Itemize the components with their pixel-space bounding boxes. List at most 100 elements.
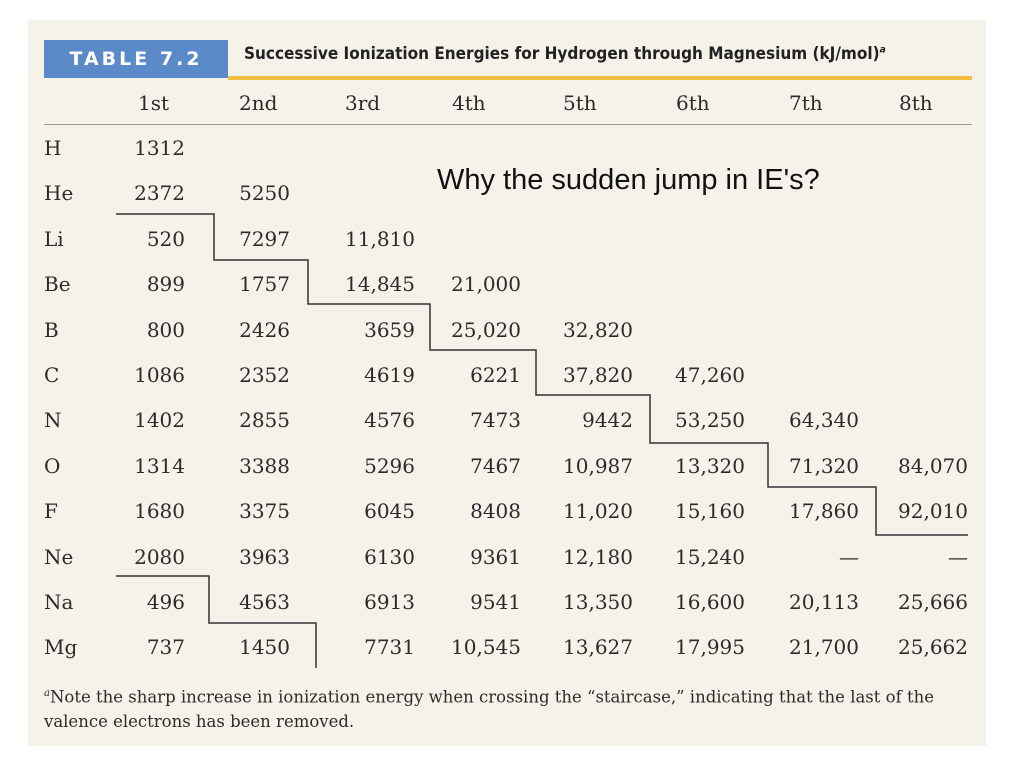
ionization-value: 25,020 (451, 317, 521, 342)
ionization-value: 17,860 (789, 499, 859, 524)
table-title-text: Successive Ionization Energies for Hydro… (244, 44, 880, 64)
ionization-value: 800 (146, 317, 185, 342)
ionization-value: 6130 (364, 544, 415, 569)
column-header: 3rd (345, 91, 381, 115)
ionization-value: 496 (146, 590, 185, 614)
element-symbol: Mg (44, 635, 78, 660)
ionization-value: 71,320 (789, 453, 859, 478)
ionization-value: 9361 (470, 544, 521, 569)
ionization-value: 20,113 (789, 590, 859, 614)
ionization-value: 9442 (582, 408, 633, 433)
ionization-value: 7467 (470, 453, 521, 478)
ionization-value: 5296 (364, 453, 415, 478)
ionization-value: 13,350 (563, 590, 633, 614)
ionization-value: 2352 (239, 363, 290, 387)
ionization-value: 64,340 (789, 408, 859, 433)
ionization-value: 84,070 (898, 453, 968, 478)
footnote-text: Note the sharp increase in ionization en… (44, 687, 934, 731)
ionization-value: 520 (146, 226, 185, 251)
ionization-value: — (948, 544, 968, 569)
ionization-value: 4563 (239, 590, 290, 614)
ionization-value: 10,545 (451, 635, 521, 660)
footnote-mark: a (44, 688, 50, 699)
ionization-value: 25,662 (898, 635, 968, 660)
ionization-value: 92,010 (898, 499, 968, 524)
column-header: 6th (676, 91, 710, 115)
ionization-value: 737 (146, 635, 185, 660)
ionization-value: 2372 (134, 181, 185, 206)
ionization-value: 6221 (470, 363, 521, 387)
ionization-value: 25,666 (898, 590, 968, 614)
element-symbol: Na (44, 590, 74, 614)
element-symbol: F (44, 499, 58, 524)
ionization-value: 2080 (134, 544, 185, 569)
ionization-value: 9541 (470, 590, 521, 614)
element-symbol: C (44, 363, 60, 387)
ionization-value: 3659 (364, 317, 415, 342)
ionization-value: 14,845 (345, 272, 415, 297)
element-symbol: H (44, 136, 62, 160)
ionization-value: 3375 (239, 499, 290, 524)
table-title-footnote-mark: a (879, 44, 886, 56)
ionization-value: 2426 (239, 317, 290, 342)
ionization-value: 7297 (239, 226, 290, 251)
element-symbol: B (44, 317, 59, 342)
ionization-value: 8408 (470, 499, 521, 524)
ionization-value: 7473 (470, 408, 521, 433)
ionization-value: 1312 (134, 136, 185, 160)
column-header: 4th (452, 91, 486, 115)
column-header: 5th (563, 91, 597, 115)
title-underline (228, 76, 972, 80)
ionization-value: 1757 (239, 272, 290, 297)
element-symbol: He (44, 181, 74, 206)
ionization-value: 16,600 (675, 590, 745, 614)
ionization-value: 899 (146, 272, 185, 297)
column-header: 8th (899, 91, 933, 115)
table-panel (28, 20, 986, 746)
column-header: 7th (789, 91, 823, 115)
ionization-value: 5250 (239, 181, 290, 206)
ionization-value: 4576 (364, 408, 415, 433)
ionization-value: 4619 (364, 363, 415, 387)
callout-question: Why the sudden jump in IE's? (437, 164, 820, 196)
ionization-value: 1680 (134, 499, 185, 524)
ionization-value: 15,160 (675, 499, 745, 524)
ionization-value: 11,020 (563, 499, 633, 524)
ionization-value: 15,240 (675, 544, 745, 569)
ionization-value: 12,180 (563, 544, 633, 569)
column-header: 1st (138, 91, 170, 115)
ionization-value: 21,700 (789, 635, 859, 660)
ionization-value: 1314 (134, 453, 185, 478)
table-title: Successive Ionization Energies for Hydro… (244, 44, 886, 64)
table-label: TABLE 7.2 (44, 40, 228, 78)
ionization-value: 13,320 (675, 453, 745, 478)
staircase-sodium-magnesium (116, 575, 317, 668)
ionization-value: — (839, 544, 859, 569)
staircase-core-electrons (116, 213, 968, 536)
header-rule (44, 124, 972, 125)
element-symbol: N (44, 408, 62, 433)
ionization-value: 13,627 (563, 635, 633, 660)
ionization-value: 10,987 (563, 453, 633, 478)
ionization-value: 37,820 (563, 363, 633, 387)
ionization-value: 1402 (134, 408, 185, 433)
ionization-value: 53,250 (675, 408, 745, 433)
ionization-value: 21,000 (451, 272, 521, 297)
ionization-value: 32,820 (563, 317, 633, 342)
element-symbol: Ne (44, 544, 74, 569)
ionization-value: 6913 (364, 590, 415, 614)
ionization-value: 3388 (239, 453, 290, 478)
table-footnote: aNote the sharp increase in ionization e… (44, 682, 979, 734)
ionization-value: 11,810 (345, 226, 415, 251)
ionization-value: 47,260 (675, 363, 745, 387)
column-header: 2nd (239, 91, 278, 115)
ionization-value: 3963 (239, 544, 290, 569)
ionization-value: 7731 (364, 635, 415, 660)
ionization-value: 17,995 (675, 635, 745, 660)
element-symbol: O (44, 453, 61, 478)
ionization-value: 6045 (364, 499, 415, 524)
element-symbol: Li (44, 226, 64, 251)
ionization-value: 2855 (239, 408, 290, 433)
element-symbol: Be (44, 272, 71, 297)
